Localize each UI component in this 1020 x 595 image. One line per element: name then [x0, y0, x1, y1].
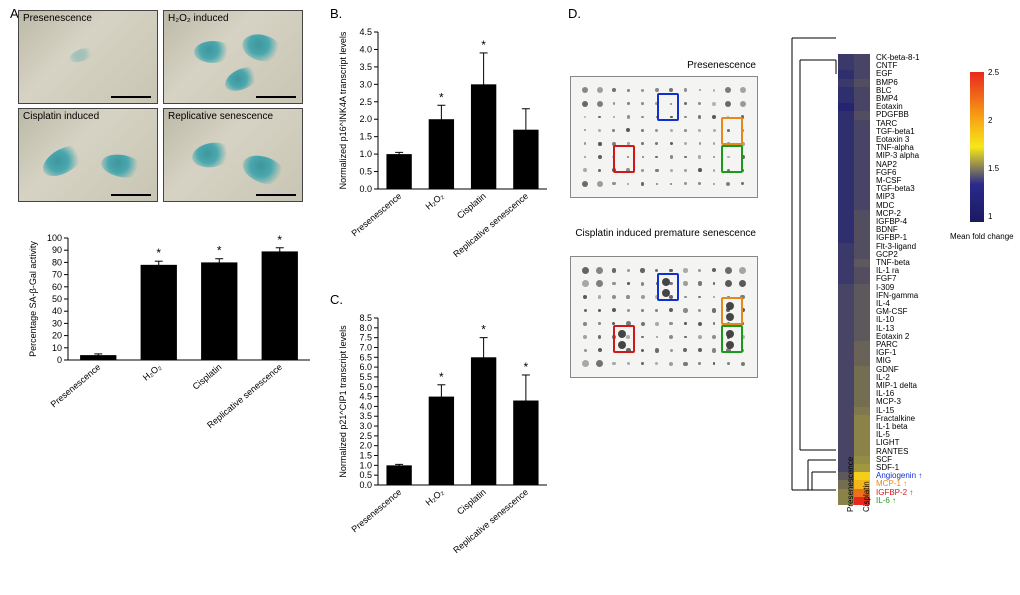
svg-text:60: 60: [52, 282, 62, 292]
micro-presenescence: Presenescence: [18, 10, 158, 104]
svg-text:0.0: 0.0: [359, 184, 372, 194]
svg-text:3.0: 3.0: [359, 79, 372, 89]
svg-text:*: *: [217, 244, 222, 258]
svg-text:70: 70: [52, 270, 62, 280]
svg-text:4.0: 4.0: [359, 44, 372, 54]
p16-barchart: 0.0 0.5 1.0 1.5 2.0 2.5 3.0 3.5 4.0 4.5 Normalized…: [330, 14, 555, 289]
svg-text:80: 80: [52, 257, 62, 267]
svg-text:Cisplatin: Cisplatin: [455, 191, 488, 221]
svg-text:7.5: 7.5: [359, 333, 372, 343]
svg-text:3.0: 3.0: [359, 421, 372, 431]
svg-text:30: 30: [52, 318, 62, 328]
svg-text:10: 10: [52, 343, 62, 353]
sa-bgal-barchart: 0 10 20 30 40 50 60 70 80 90 100 Percentage SA-β-Ga…: [18, 220, 318, 450]
svg-text:*: *: [481, 38, 486, 52]
svg-text:1.5: 1.5: [359, 132, 372, 142]
micro-h2o2: H₂O₂ induced: [163, 10, 303, 104]
svg-text:5.0: 5.0: [359, 382, 372, 392]
svg-text:*: *: [524, 360, 529, 374]
svg-text:2.0: 2.0: [359, 441, 372, 451]
svg-text:*: *: [481, 323, 486, 337]
svg-text:100: 100: [47, 233, 62, 243]
svg-text:Normalized p16^INK4A transcrip: Normalized p16^INK4A transcript levels: [338, 31, 348, 189]
svg-text:1.0: 1.0: [359, 149, 372, 159]
svg-text:3.5: 3.5: [359, 62, 372, 72]
svg-text:1.5: 1.5: [359, 451, 372, 461]
svg-text:90: 90: [52, 245, 62, 255]
svg-text:*: *: [156, 246, 161, 260]
svg-text:H₂O₂: H₂O₂: [424, 191, 447, 212]
svg-text:3.5: 3.5: [359, 411, 372, 421]
svg-text:50: 50: [52, 294, 62, 304]
svg-text:8.5: 8.5: [359, 313, 372, 323]
colorbar: [970, 72, 984, 222]
svg-text:H₂O₂: H₂O₂: [141, 362, 164, 383]
svg-text:2.5: 2.5: [359, 431, 372, 441]
blot2-title: Cisplatin induced premature senescence: [570, 228, 756, 239]
p21-barchart: 0.00.51.01.52.02.53.03.54.04.55.05.56.06…: [330, 300, 555, 585]
svg-text:4.0: 4.0: [359, 401, 372, 411]
svg-text:7.0: 7.0: [359, 342, 372, 352]
svg-text:Cisplatin: Cisplatin: [191, 362, 224, 392]
svg-text:Presenescence: Presenescence: [49, 362, 103, 410]
svg-text:Percentage SA-β-Gal activity: Percentage SA-β-Gal activity: [28, 241, 38, 357]
svg-text:4.5: 4.5: [359, 27, 372, 37]
svg-text:40: 40: [52, 306, 62, 316]
svg-text:5.5: 5.5: [359, 372, 372, 382]
micrograph-grid: Presenescence H₂O₂ induced Cisplatin ind…: [18, 10, 304, 202]
blot-cisplatin: [570, 256, 758, 378]
svg-text:20: 20: [52, 331, 62, 341]
svg-text:4.5: 4.5: [359, 392, 372, 402]
svg-text:Presenescence: Presenescence: [349, 191, 403, 239]
micro-cisplatin: Cisplatin induced: [18, 108, 158, 202]
svg-text:0.5: 0.5: [359, 167, 372, 177]
svg-text:Replicative senescence: Replicative senescence: [451, 487, 530, 555]
svg-text:2.0: 2.0: [359, 114, 372, 124]
svg-text:Cisplatin: Cisplatin: [455, 487, 488, 517]
svg-text:Replicative senescence: Replicative senescence: [451, 191, 530, 259]
svg-text:Presenescence: Presenescence: [349, 487, 403, 535]
svg-text:6.5: 6.5: [359, 352, 372, 362]
blot1-title: Presenescence: [570, 60, 756, 71]
svg-text:6.0: 6.0: [359, 362, 372, 372]
svg-text:*: *: [439, 90, 444, 104]
svg-text:0: 0: [57, 355, 62, 365]
svg-text:2.5: 2.5: [359, 97, 372, 107]
colorbar-label: Mean fold change: [950, 232, 1014, 241]
svg-text:0.5: 0.5: [359, 470, 372, 480]
svg-text:*: *: [277, 233, 282, 247]
svg-text:Normalized p21^CIP1 transcript: Normalized p21^CIP1 transcript levels: [338, 325, 348, 478]
blot-presenescence: [570, 76, 758, 198]
svg-text:1.0: 1.0: [359, 460, 372, 470]
micro-replicative: Replicative senescence: [163, 108, 303, 202]
svg-text:0.0: 0.0: [359, 480, 372, 490]
svg-text:8.0: 8.0: [359, 323, 372, 333]
dendrogram: [790, 20, 838, 500]
svg-text:*: *: [439, 370, 444, 384]
svg-text:H₂O₂: H₂O₂: [424, 487, 447, 508]
panel-d-label: D.: [568, 6, 581, 21]
